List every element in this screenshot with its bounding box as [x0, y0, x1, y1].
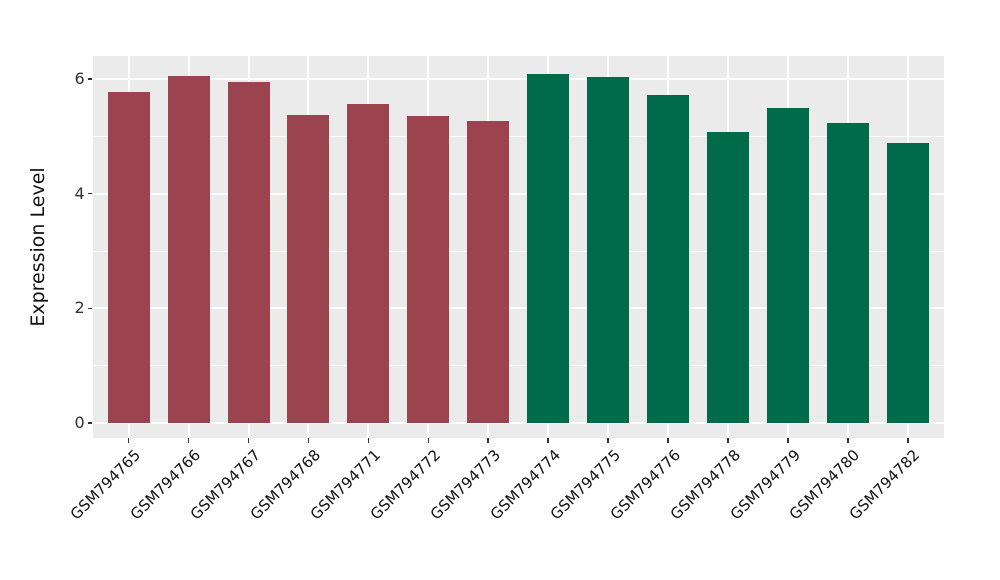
bar-GSM794766: [167, 75, 210, 423]
plot-panel: [92, 56, 944, 438]
bar-GSM794771: [347, 103, 390, 423]
x-tick-mark: [727, 438, 729, 443]
x-tick-mark: [847, 438, 849, 443]
y-tick-label: 4: [74, 183, 85, 203]
major-gridline: [92, 78, 944, 81]
bar-GSM794775: [587, 77, 630, 423]
y-tick-label: 6: [74, 69, 85, 89]
bar-GSM794767: [227, 81, 270, 423]
x-tick-mark: [427, 438, 430, 443]
y-tick-mark: [87, 307, 92, 310]
x-tick-mark: [187, 438, 190, 443]
bar-GSM794774: [527, 74, 570, 423]
x-tick-mark: [607, 438, 609, 443]
y-tick-mark: [87, 422, 92, 424]
y-tick-mark: [87, 192, 92, 195]
minor-gridline: [92, 135, 944, 137]
bar-GSM794778: [706, 132, 749, 423]
x-tick-mark: [247, 438, 250, 443]
bar-GSM794780: [826, 123, 869, 423]
bar-GSM794782: [886, 142, 929, 423]
x-tick-mark: [307, 438, 310, 443]
bar-GSM794779: [766, 107, 809, 423]
bar-GSM794765: [107, 91, 150, 423]
x-tick-mark: [487, 438, 490, 443]
bar-GSM794773: [467, 121, 510, 423]
bar-GSM794776: [647, 95, 689, 423]
bar-GSM794772: [407, 115, 450, 423]
x-tick-mark: [127, 438, 130, 443]
minor-gridline: [92, 365, 944, 367]
minor-gridline: [92, 250, 944, 252]
x-tick-mark: [667, 438, 669, 443]
major-gridline: [92, 422, 944, 424]
y-tick-mark: [87, 78, 92, 80]
x-tick-mark: [367, 438, 370, 443]
major-gridline: [92, 307, 944, 310]
x-tick-mark: [906, 438, 909, 443]
x-tick-mark: [787, 438, 789, 443]
x-tick-mark: [547, 438, 549, 443]
y-tick-label: 0: [74, 413, 85, 432]
bar-GSM794768: [287, 114, 330, 423]
y-tick-label: 2: [74, 298, 85, 318]
major-gridline: [92, 192, 944, 195]
